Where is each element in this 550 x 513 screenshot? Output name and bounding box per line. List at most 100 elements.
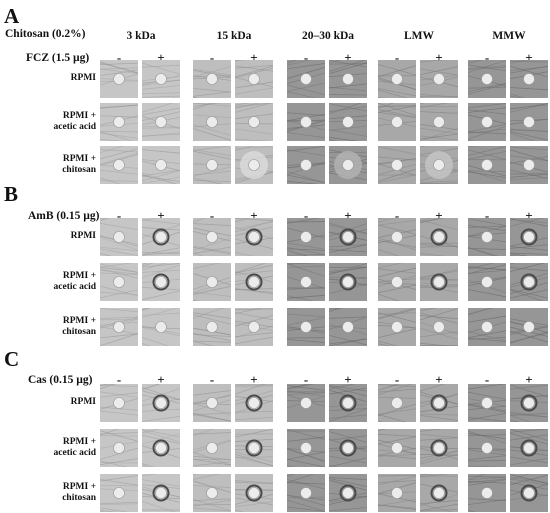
- agar-plate-image: [287, 429, 325, 467]
- agar-plate-image: [100, 308, 138, 346]
- sign-label: +: [525, 50, 533, 65]
- agar-plate-image: [235, 263, 273, 301]
- sign-label: +: [157, 208, 165, 223]
- agar-plate-image: [100, 103, 138, 141]
- column-header: 15 kDa: [216, 30, 252, 42]
- agar-plate-image: [142, 146, 180, 184]
- agar-plate-image: [378, 218, 416, 256]
- agar-plate-image: [378, 60, 416, 98]
- panel-letter: B: [4, 182, 19, 206]
- agar-plate-image: [420, 263, 458, 301]
- sign-label: -: [394, 208, 400, 223]
- agar-plate-image: [468, 429, 506, 467]
- agar-plate-image: [510, 308, 548, 346]
- sign-label: +: [525, 372, 533, 387]
- agar-plate-image: [235, 103, 273, 141]
- agar-plate-image: [193, 146, 231, 184]
- agar-plate-image: [142, 218, 180, 256]
- agar-plate-image: [329, 60, 367, 98]
- sign-label: -: [303, 50, 309, 65]
- agar-plate-image: [287, 146, 325, 184]
- row-label: RPMI: [70, 397, 96, 407]
- agar-plate-image: [510, 146, 548, 184]
- agar-plate-image: [329, 218, 367, 256]
- agar-plate-image: [329, 263, 367, 301]
- sign-label: +: [157, 50, 165, 65]
- row-label: RPMI + chitosan: [62, 482, 96, 503]
- row-label: RPMI + acetic acid: [53, 111, 96, 132]
- sign-label: +: [344, 50, 352, 65]
- sign-label: +: [435, 50, 443, 65]
- panel-letter: A: [4, 4, 20, 28]
- agar-plate-image: [329, 384, 367, 422]
- column-header: 3 kDa: [126, 30, 156, 42]
- agar-plate-image: [100, 218, 138, 256]
- agar-plate-image: [378, 429, 416, 467]
- agar-plate-image: [193, 60, 231, 98]
- agar-plate-image: [378, 103, 416, 141]
- agar-plate-image: [468, 103, 506, 141]
- agar-plate-image: [142, 308, 180, 346]
- sign-label: -: [303, 208, 309, 223]
- agar-plate-image: [287, 308, 325, 346]
- agar-plate-image: [510, 384, 548, 422]
- sign-label: -: [209, 50, 215, 65]
- row-label: RPMI: [70, 73, 96, 83]
- agar-plate-image: [193, 218, 231, 256]
- sign-label: +: [157, 372, 165, 387]
- drug-label: Cas (0.15 µg): [28, 374, 93, 386]
- sign-label: +: [525, 208, 533, 223]
- agar-plate-image: [100, 60, 138, 98]
- agar-plate-image: [193, 429, 231, 467]
- agar-plate-image: [468, 218, 506, 256]
- agar-plate-image: [235, 384, 273, 422]
- agar-plate-image: [510, 263, 548, 301]
- sign-label: -: [209, 372, 215, 387]
- chitosan-header: Chitosan (0.2%): [5, 28, 86, 40]
- agar-plate-image: [142, 103, 180, 141]
- agar-plate-image: [378, 474, 416, 512]
- agar-plate-image: [420, 474, 458, 512]
- row-label: RPMI + acetic acid: [53, 271, 96, 292]
- sign-label: +: [435, 208, 443, 223]
- agar-plate-image: [235, 308, 273, 346]
- agar-plate-image: [235, 146, 273, 184]
- agar-plate-image: [510, 429, 548, 467]
- agar-plate-image: [193, 263, 231, 301]
- agar-plate-image: [142, 429, 180, 467]
- agar-plate-image: [468, 474, 506, 512]
- agar-plate-image: [100, 384, 138, 422]
- agar-plate-image: [378, 146, 416, 184]
- agar-plate-image: [420, 384, 458, 422]
- agar-plate-image: [329, 474, 367, 512]
- agar-plate-image: [329, 308, 367, 346]
- agar-plate-image: [510, 103, 548, 141]
- column-header: MMW: [492, 30, 526, 42]
- agar-plate-image: [468, 308, 506, 346]
- agar-plate-image: [420, 60, 458, 98]
- agar-plate-image: [420, 308, 458, 346]
- agar-plate-image: [100, 474, 138, 512]
- agar-plate-image: [468, 60, 506, 98]
- agar-plate-image: [510, 474, 548, 512]
- agar-plate-image: [287, 103, 325, 141]
- sign-label: +: [250, 208, 258, 223]
- agar-plate-image: [235, 60, 273, 98]
- sign-label: -: [209, 208, 215, 223]
- sign-label: -: [484, 372, 490, 387]
- row-label: RPMI + chitosan: [62, 154, 96, 175]
- sign-label: -: [394, 372, 400, 387]
- agar-plate-image: [420, 146, 458, 184]
- agar-plate-image: [193, 308, 231, 346]
- agar-plate-image: [378, 308, 416, 346]
- agar-plate-image: [100, 263, 138, 301]
- sign-label: -: [303, 372, 309, 387]
- agar-plate-image: [420, 429, 458, 467]
- agar-plate-image: [287, 218, 325, 256]
- drug-label: FCZ (1.5 µg): [26, 52, 90, 64]
- column-header: 20–30 kDa: [301, 30, 355, 42]
- agar-plate-image: [193, 103, 231, 141]
- agar-plate-image: [287, 60, 325, 98]
- agar-plate-image: [420, 103, 458, 141]
- agar-plate-image: [235, 218, 273, 256]
